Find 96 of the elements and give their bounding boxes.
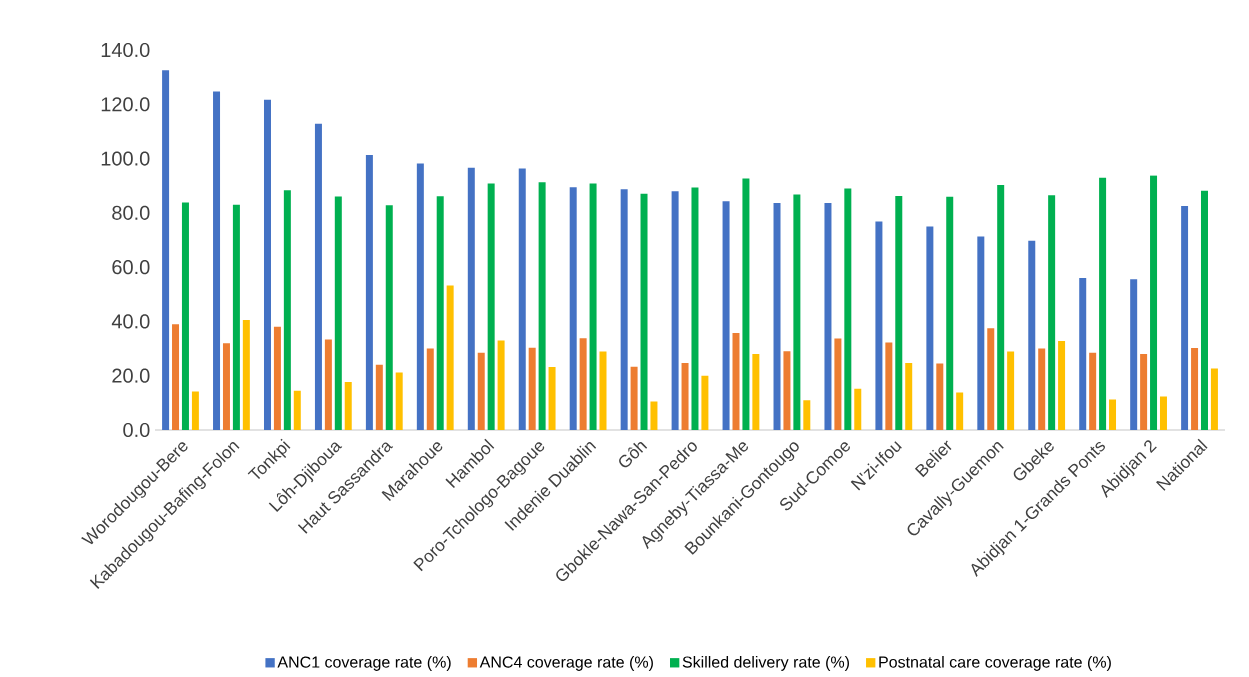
bar xyxy=(528,347,536,430)
bar xyxy=(538,182,546,430)
bar xyxy=(1181,206,1189,430)
bar xyxy=(742,178,750,430)
y-tick-label: 0.0 xyxy=(123,422,150,438)
bar xyxy=(946,196,954,430)
bar xyxy=(977,236,985,430)
bar xyxy=(1028,240,1036,430)
bar xyxy=(681,362,689,430)
bar xyxy=(926,226,934,430)
bar xyxy=(599,351,607,430)
bar xyxy=(162,70,170,430)
bar xyxy=(773,203,781,430)
bar xyxy=(752,353,760,430)
bar xyxy=(844,188,852,430)
bar xyxy=(365,155,373,430)
bar xyxy=(905,362,913,430)
bar xyxy=(783,351,791,430)
y-tick-label: 100.0 xyxy=(101,151,150,166)
bar xyxy=(548,367,556,430)
bar xyxy=(1150,175,1158,430)
bar xyxy=(956,392,964,430)
bar xyxy=(671,191,679,430)
bar xyxy=(263,99,271,430)
bar xyxy=(987,328,995,430)
bar xyxy=(1210,368,1218,430)
bar xyxy=(895,196,903,430)
bar xyxy=(640,193,648,430)
bar xyxy=(1058,340,1066,430)
bar xyxy=(213,91,221,430)
legend-label: ANC4 coverage rate (%) xyxy=(479,656,653,671)
bar xyxy=(232,204,240,430)
bar xyxy=(1079,277,1087,430)
bar xyxy=(487,183,495,430)
bar xyxy=(273,326,281,430)
bar xyxy=(885,342,893,430)
bar xyxy=(997,184,1005,430)
bar xyxy=(467,167,475,430)
bar xyxy=(293,390,301,430)
bar xyxy=(436,196,444,430)
bar xyxy=(1191,348,1199,430)
legend-label: Skilled delivery rate (%) xyxy=(682,656,849,671)
bar xyxy=(691,187,699,430)
bar xyxy=(722,201,730,430)
bar xyxy=(936,363,944,430)
bar xyxy=(181,202,189,430)
bar xyxy=(875,221,883,430)
bar xyxy=(283,190,291,430)
bar xyxy=(589,183,597,430)
y-tick-label: 80.0 xyxy=(112,205,150,220)
bar xyxy=(446,285,454,430)
bar xyxy=(497,340,505,430)
bar xyxy=(701,375,709,430)
bar xyxy=(1140,353,1148,430)
bar xyxy=(732,333,740,430)
bar xyxy=(477,352,485,430)
bar xyxy=(650,401,658,430)
legend-label: ANC1 coverage rate (%) xyxy=(277,656,451,671)
bar xyxy=(334,196,342,430)
bar xyxy=(1038,348,1046,430)
bar xyxy=(854,388,862,430)
bar xyxy=(426,348,434,430)
bar xyxy=(569,187,577,430)
bar xyxy=(824,203,832,430)
bar xyxy=(1048,195,1056,430)
bar xyxy=(395,372,403,430)
y-tick-label: 20.0 xyxy=(112,368,150,383)
bar xyxy=(375,364,383,430)
bar xyxy=(385,205,393,430)
bar xyxy=(793,194,801,430)
bar xyxy=(1089,352,1097,430)
bar xyxy=(620,189,628,430)
legend-label: Postnatal care coverage rate (%) xyxy=(879,656,1111,671)
bar xyxy=(222,343,230,430)
bar xyxy=(172,324,180,430)
bar xyxy=(324,339,332,430)
bar xyxy=(1130,279,1138,430)
y-tick-label: 40.0 xyxy=(111,314,150,329)
bar xyxy=(834,338,842,430)
bar xyxy=(344,381,352,430)
y-tick-label: 60.0 xyxy=(112,260,150,275)
bar xyxy=(579,338,587,430)
bar xyxy=(1200,190,1208,430)
bar xyxy=(314,123,322,430)
bar xyxy=(1099,177,1107,430)
bar xyxy=(630,366,638,430)
bar xyxy=(1007,351,1015,430)
y-tick-label: 140.0 xyxy=(101,42,150,58)
bar xyxy=(518,168,526,430)
bar xyxy=(416,163,424,430)
bar xyxy=(803,400,811,430)
y-tick-label: 120.0 xyxy=(101,97,150,112)
bar xyxy=(242,320,250,430)
bar xyxy=(1159,396,1167,430)
bar xyxy=(1109,399,1117,430)
bar xyxy=(191,391,199,430)
